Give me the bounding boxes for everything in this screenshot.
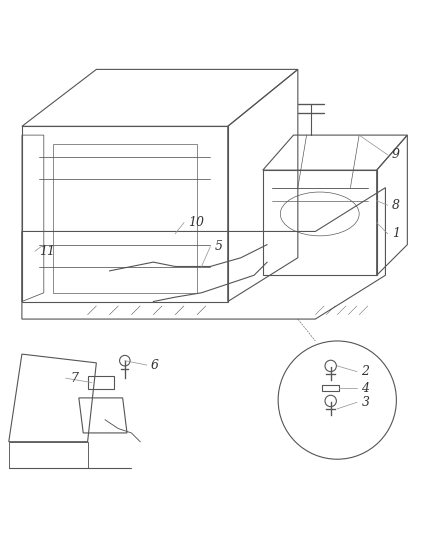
Text: 9: 9 <box>392 148 400 161</box>
Text: 6: 6 <box>151 359 159 372</box>
Text: 3: 3 <box>361 396 369 409</box>
Text: 5: 5 <box>215 240 223 253</box>
Text: 8: 8 <box>392 199 400 212</box>
Text: 1: 1 <box>392 227 400 240</box>
Text: 10: 10 <box>188 216 205 229</box>
Text: 11: 11 <box>39 245 56 257</box>
Text: 2: 2 <box>361 365 369 378</box>
Text: 7: 7 <box>70 372 78 385</box>
Text: 4: 4 <box>361 382 369 395</box>
